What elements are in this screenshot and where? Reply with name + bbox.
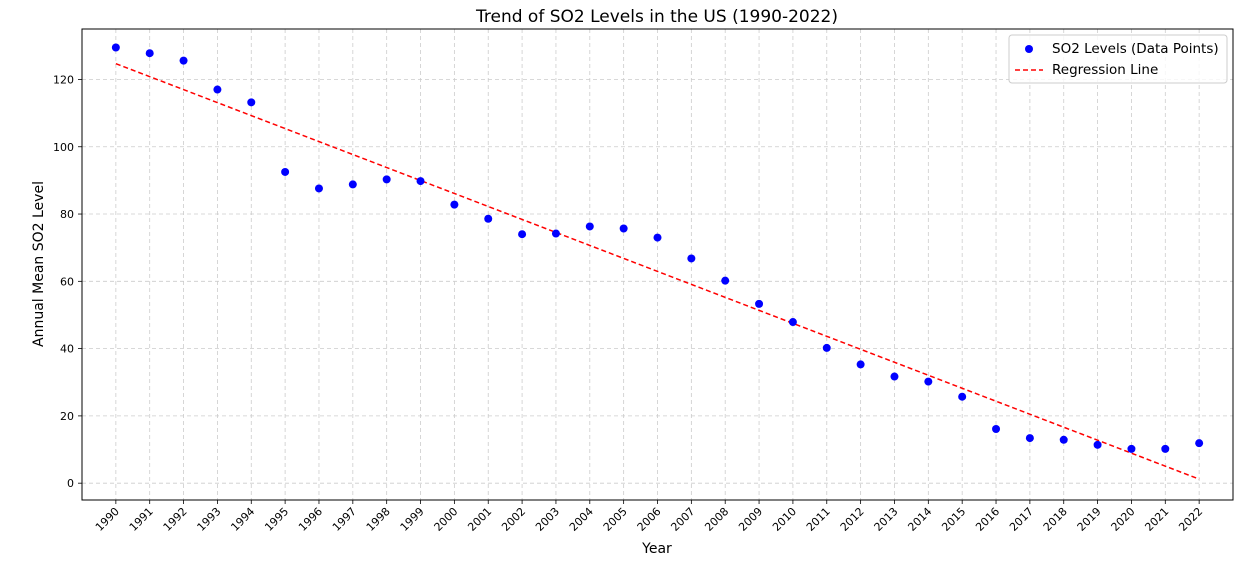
x-tick-label: 1991	[127, 505, 156, 534]
data-point	[551, 229, 560, 238]
legend-label-line: Regression Line	[1052, 62, 1158, 78]
x-tick-label: 2013	[872, 505, 901, 534]
regression-line-layer	[115, 62, 1200, 480]
x-tick-label: 1997	[330, 505, 359, 534]
x-tick-label: 2002	[499, 505, 528, 534]
data-point	[314, 184, 323, 193]
x-tick-label: 2021	[1142, 505, 1171, 534]
data-point	[179, 56, 188, 65]
regression-line	[115, 62, 1200, 480]
data-point	[585, 222, 594, 231]
x-tick-label: 2014	[905, 505, 934, 534]
data-point	[619, 224, 628, 233]
data-point	[822, 343, 831, 352]
data-point	[1059, 435, 1068, 444]
data-point	[856, 360, 865, 369]
x-tick-label: 1993	[195, 505, 224, 534]
x-tick-label: 1992	[161, 505, 190, 534]
x-tick-label: 2004	[567, 505, 596, 534]
y-tick-label: 40	[60, 343, 74, 356]
y-tick-label: 120	[53, 73, 74, 86]
x-tick-label: 2009	[736, 505, 765, 534]
y-axis-label: Annual Mean SO2 Level	[31, 181, 47, 347]
x-tick-label: 2020	[1109, 505, 1138, 534]
data-point	[788, 318, 797, 327]
x-tick-label: 2016	[973, 505, 1002, 534]
x-tick-label: 2003	[533, 505, 562, 534]
legend-label-points: SO2 Levels (Data Points)	[1052, 41, 1219, 57]
x-tick-label: 1994	[228, 505, 257, 534]
legend-box	[1008, 34, 1228, 84]
x-tick-label: 2000	[432, 505, 461, 534]
grid	[82, 29, 1233, 500]
data-point	[450, 200, 459, 209]
data-point	[958, 392, 967, 401]
y-tick-label: 60	[60, 275, 74, 288]
x-tick-label: 2015	[939, 505, 968, 534]
x-tick-label: 2010	[770, 505, 799, 534]
y-tick-label: 100	[53, 141, 74, 154]
y-axis-ticks: 0 20 40 60 80 100 120	[53, 73, 82, 490]
x-tick-label: 2005	[601, 505, 630, 534]
x-tick-label: 2008	[702, 505, 731, 534]
x-axis-ticks: 1990 1991 1992 1993 1994 1995 1996 1997 1998 1999…	[93, 500, 1205, 534]
x-tick-label: 1998	[364, 505, 393, 534]
data-point	[992, 425, 1001, 434]
x-tick-label: 2001	[465, 505, 494, 534]
data-point	[1127, 444, 1136, 453]
data-point	[721, 276, 730, 285]
data-point	[145, 49, 154, 58]
data-point	[687, 254, 696, 263]
data-point	[416, 177, 425, 186]
x-tick-label: 1990	[93, 505, 122, 534]
data-point	[111, 43, 120, 52]
data-point	[1093, 440, 1102, 449]
x-tick-label: 2022	[1176, 505, 1205, 534]
data-point	[1025, 434, 1034, 443]
data-point	[281, 167, 290, 176]
legend: SO2 Levels (Data Points) Regression Line	[1008, 34, 1228, 84]
x-tick-label: 2007	[668, 505, 697, 534]
x-tick-label: 2011	[804, 505, 833, 534]
data-point	[1161, 444, 1170, 453]
x-axis-label: Year	[641, 541, 672, 557]
data-point	[518, 230, 527, 239]
y-tick-label: 0	[67, 477, 74, 490]
data-point	[1195, 439, 1204, 448]
x-tick-label: 1995	[262, 505, 291, 534]
chart-title: Trend of SO2 Levels in the US (1990-2022…	[475, 7, 838, 27]
x-tick-label: 1996	[296, 505, 325, 534]
x-tick-label: 2018	[1041, 505, 1070, 534]
data-point	[382, 175, 391, 184]
data-point	[653, 233, 662, 242]
x-tick-label: 2006	[635, 505, 664, 534]
y-tick-label: 80	[60, 208, 74, 221]
data-point	[755, 299, 764, 308]
x-tick-label: 2017	[1007, 505, 1036, 534]
data-point	[213, 85, 222, 94]
data-point	[484, 214, 493, 223]
data-points-layer	[111, 43, 1204, 453]
legend-marker-points	[1025, 45, 1033, 53]
x-tick-label: 1999	[398, 505, 427, 534]
x-tick-label: 2019	[1075, 505, 1104, 534]
data-point	[890, 372, 899, 381]
y-tick-label: 20	[60, 410, 74, 423]
data-point	[247, 98, 256, 107]
data-point	[348, 180, 357, 189]
x-tick-label: 2012	[838, 505, 867, 534]
data-point	[924, 377, 933, 386]
